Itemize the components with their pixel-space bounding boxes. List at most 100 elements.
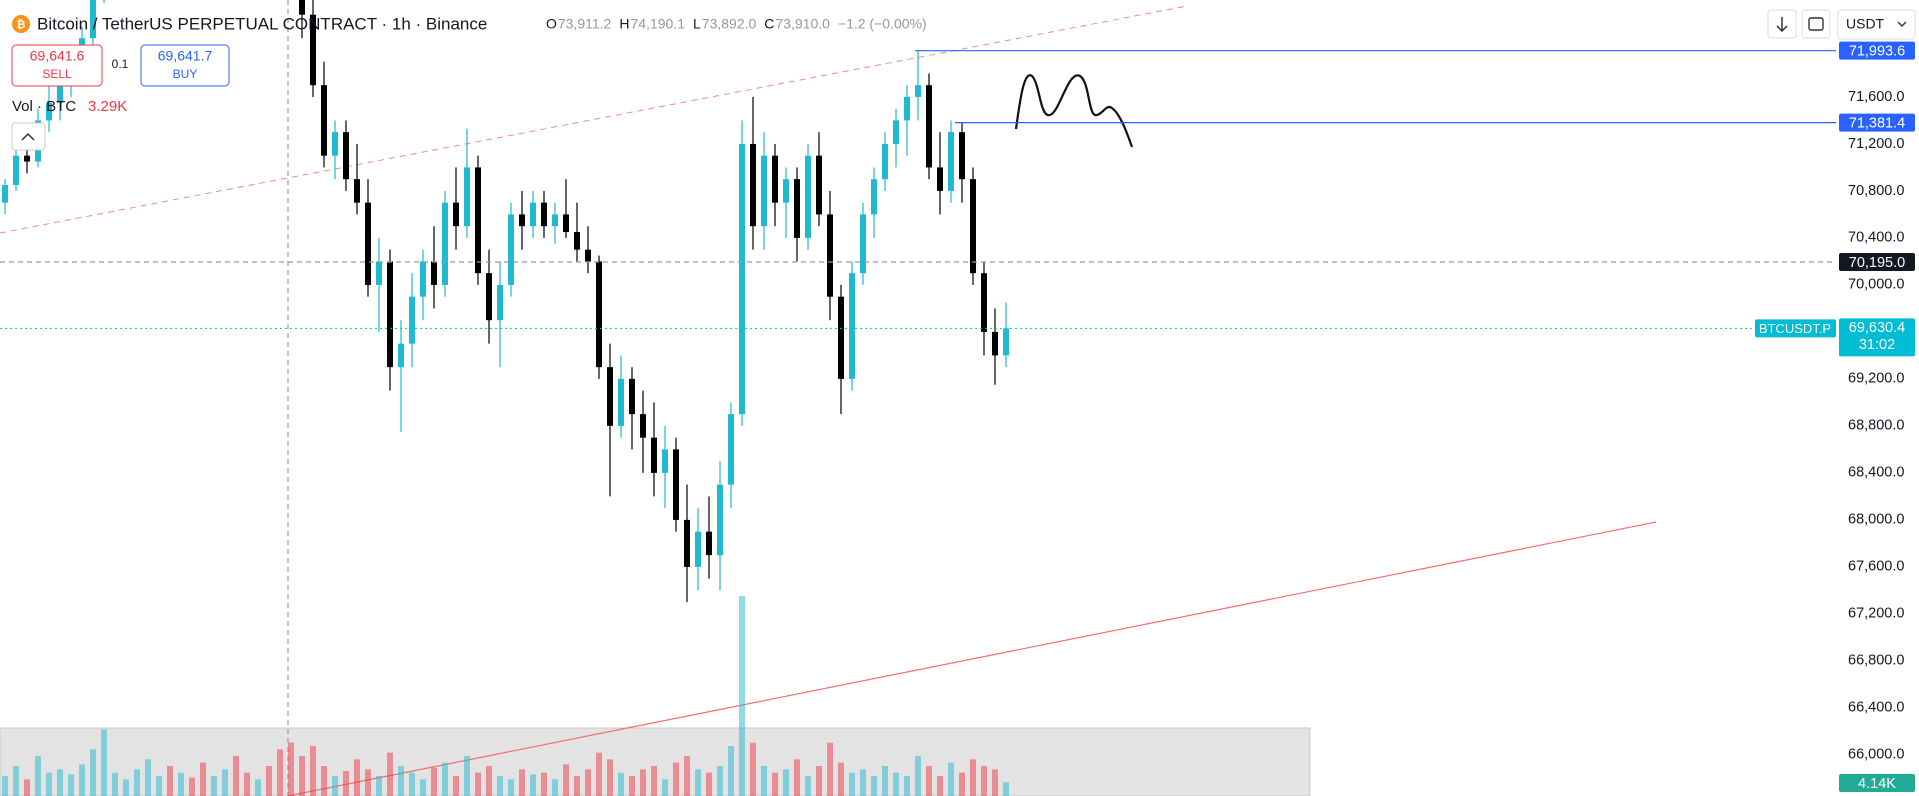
volume-bar	[156, 776, 162, 796]
candle-body	[827, 214, 833, 297]
volume-bar	[211, 776, 217, 796]
candle-body	[420, 261, 426, 297]
candle-body	[442, 202, 448, 285]
buy-button[interactable]	[140, 44, 230, 87]
candle-body	[904, 96, 910, 121]
volume-bar	[684, 756, 690, 796]
volume-bar	[904, 776, 910, 796]
volume-bar	[365, 769, 371, 796]
volume-bar	[266, 766, 272, 796]
volume-bar	[519, 769, 525, 796]
candle-body	[970, 179, 976, 274]
symbol-box	[1755, 319, 1836, 338]
candle-body	[464, 167, 470, 227]
sell-price: 69,641.6	[30, 48, 85, 64]
volume-bar	[354, 759, 360, 796]
y-tick-label: 67,600.0	[1848, 559, 1904, 575]
volume-bar	[827, 742, 833, 796]
volume-bar	[299, 756, 305, 796]
volume-bar	[739, 596, 745, 796]
candle-body	[24, 155, 30, 162]
volume-bar	[1003, 782, 1009, 796]
volume-bar	[849, 772, 855, 796]
candle-body	[673, 449, 679, 520]
candle-body	[343, 132, 349, 180]
refresh-icon	[1808, 17, 1824, 31]
volume-bar	[541, 772, 547, 796]
volume-bar	[552, 779, 558, 796]
volume-bar	[992, 769, 998, 796]
volume-bar	[464, 756, 470, 796]
volume-bar	[948, 762, 954, 796]
currency-dropdown[interactable]	[1837, 9, 1916, 40]
y-tick-label: 71,600.0	[1848, 89, 1904, 105]
volume-bar	[222, 769, 228, 796]
y-tick-label: 70,000.0	[1848, 277, 1904, 293]
price-label: 71,381.4	[1849, 115, 1905, 131]
arrow-icon	[1776, 17, 1788, 33]
volume-bar	[662, 779, 668, 796]
candle-body	[728, 414, 734, 485]
volume-bar	[761, 766, 767, 796]
candle-body	[750, 143, 756, 227]
candle-body	[13, 155, 19, 186]
candle-body	[640, 414, 646, 438]
volume-bar	[816, 766, 822, 796]
volume-bar	[233, 756, 239, 796]
volume-bar	[35, 756, 41, 796]
y-tick-label: 66,400.0	[1848, 700, 1904, 716]
series	[0, 0, 1836, 796]
volume-bar	[585, 769, 591, 796]
candle-body	[530, 202, 536, 227]
candle-body	[992, 331, 998, 356]
ohlc-key: O	[546, 16, 557, 32]
volume-bar	[497, 776, 503, 796]
volume-bar	[68, 774, 74, 796]
candle-body	[761, 155, 767, 227]
buy-label: BUY	[173, 67, 198, 81]
volume-bar	[893, 772, 899, 796]
volume-bar	[332, 776, 338, 796]
last-price-label: 69,630.4	[1849, 320, 1905, 336]
y-tick-label: 69,200.0	[1848, 371, 1904, 387]
candle-body	[607, 367, 613, 426]
volume-bar	[409, 772, 415, 796]
volume-bar	[981, 766, 987, 796]
candle-body	[772, 155, 778, 203]
coin-icon	[12, 15, 30, 33]
volume-bar	[860, 769, 866, 796]
volume-bar	[376, 776, 382, 796]
volume-bar	[57, 769, 63, 796]
volume-bar	[255, 779, 261, 796]
ohlc-values: O 73,911.2 H 74,190.1 L 73,892.0 C 73,910.0 −1.2…	[546, 16, 927, 32]
refresh-button[interactable]	[1801, 9, 1831, 39]
volume-bar	[783, 769, 789, 796]
candle-body	[1003, 328, 1009, 356]
candle-body	[893, 120, 899, 144]
volume-bar	[937, 776, 943, 796]
y-tick-label: 67,200.0	[1848, 606, 1904, 622]
volume-bar	[398, 766, 404, 796]
candle-body	[937, 167, 943, 191]
volume-bar	[706, 772, 712, 796]
candle-body	[651, 437, 657, 473]
volume-bar	[805, 776, 811, 796]
change-value: −1.2 (−0.00%)	[838, 16, 927, 32]
candle-body	[871, 179, 877, 215]
ohlc-value: 73,892.0	[702, 16, 757, 32]
candle-body	[783, 179, 789, 203]
quantity: 0.1	[112, 57, 129, 71]
volume-bar	[915, 756, 921, 796]
candle-body	[486, 273, 492, 321]
volume-bar	[508, 779, 514, 796]
volume-bar	[618, 772, 624, 796]
volume-bar	[607, 759, 613, 796]
volume-bar	[200, 762, 206, 796]
candle-body	[849, 273, 855, 379]
volume-bar	[772, 772, 778, 796]
collapse-button[interactable]	[11, 122, 46, 151]
volume-bar	[387, 752, 393, 796]
sell-button[interactable]	[11, 44, 103, 87]
volume-bar	[926, 766, 932, 796]
candle-body	[310, 14, 316, 86]
